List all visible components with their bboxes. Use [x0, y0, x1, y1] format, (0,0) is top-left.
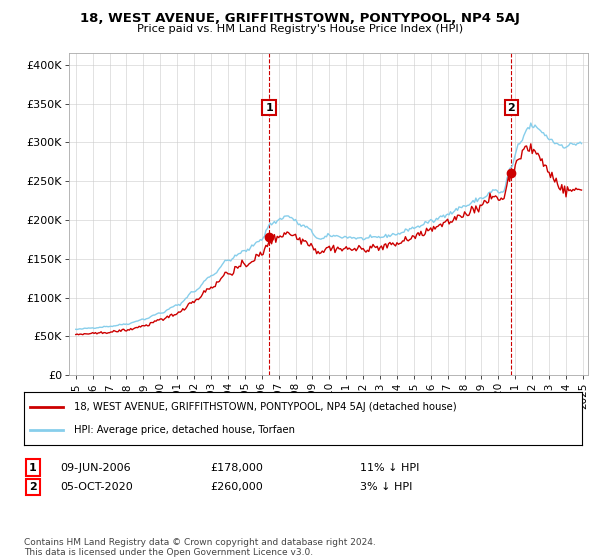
Text: 09-JUN-2006: 09-JUN-2006: [60, 463, 131, 473]
Text: 1: 1: [265, 102, 273, 113]
Text: £260,000: £260,000: [210, 482, 263, 492]
Text: Contains HM Land Registry data © Crown copyright and database right 2024.
This d: Contains HM Land Registry data © Crown c…: [24, 538, 376, 557]
Text: 2: 2: [508, 102, 515, 113]
Text: £178,000: £178,000: [210, 463, 263, 473]
Text: 1: 1: [29, 463, 37, 473]
Text: Price paid vs. HM Land Registry's House Price Index (HPI): Price paid vs. HM Land Registry's House …: [137, 24, 463, 34]
Text: HPI: Average price, detached house, Torfaen: HPI: Average price, detached house, Torf…: [74, 425, 295, 435]
Text: 11% ↓ HPI: 11% ↓ HPI: [360, 463, 419, 473]
Text: 3% ↓ HPI: 3% ↓ HPI: [360, 482, 412, 492]
Text: 2: 2: [29, 482, 37, 492]
Text: 18, WEST AVENUE, GRIFFITHSTOWN, PONTYPOOL, NP4 5AJ: 18, WEST AVENUE, GRIFFITHSTOWN, PONTYPOO…: [80, 12, 520, 25]
Text: 05-OCT-2020: 05-OCT-2020: [60, 482, 133, 492]
Text: 18, WEST AVENUE, GRIFFITHSTOWN, PONTYPOOL, NP4 5AJ (detached house): 18, WEST AVENUE, GRIFFITHSTOWN, PONTYPOO…: [74, 402, 457, 412]
